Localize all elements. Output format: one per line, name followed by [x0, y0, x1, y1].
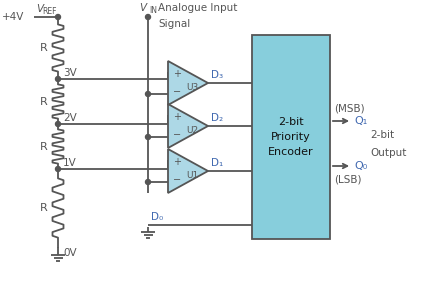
Circle shape: [55, 166, 60, 172]
Text: 2-bit
Priority
Encoder: 2-bit Priority Encoder: [268, 117, 314, 157]
Text: D₁: D₁: [211, 158, 223, 168]
Text: 1V: 1V: [63, 158, 77, 168]
Circle shape: [55, 122, 60, 126]
Text: Q₀: Q₀: [354, 161, 367, 171]
Text: U2: U2: [186, 126, 198, 134]
Text: V: V: [36, 4, 43, 14]
Text: −: −: [173, 130, 181, 140]
Text: +: +: [173, 112, 181, 122]
Polygon shape: [168, 104, 208, 148]
Text: R: R: [40, 203, 48, 213]
Circle shape: [145, 180, 151, 185]
Text: Signal: Signal: [158, 19, 190, 29]
Text: 0V: 0V: [63, 248, 77, 258]
Text: U1: U1: [186, 170, 198, 180]
Circle shape: [55, 14, 60, 20]
Text: 2-bit: 2-bit: [370, 130, 394, 139]
Circle shape: [145, 14, 151, 20]
Text: −: −: [173, 175, 181, 185]
Text: R: R: [40, 96, 48, 107]
Text: 2V: 2V: [63, 113, 77, 123]
Circle shape: [145, 91, 151, 96]
Text: (LSB): (LSB): [334, 174, 362, 184]
Text: 3V: 3V: [63, 68, 77, 78]
Text: +: +: [173, 69, 181, 79]
Text: D₀: D₀: [151, 212, 163, 222]
Text: +4V: +4V: [2, 12, 24, 22]
FancyBboxPatch shape: [252, 35, 330, 239]
Polygon shape: [168, 149, 208, 193]
Text: REF: REF: [42, 7, 57, 16]
Circle shape: [55, 76, 60, 81]
Text: D₂: D₂: [211, 113, 223, 123]
Text: Output: Output: [370, 147, 406, 157]
Circle shape: [145, 134, 151, 139]
Text: U3: U3: [186, 83, 198, 91]
Text: −: −: [173, 87, 181, 97]
Text: (MSB): (MSB): [334, 103, 365, 113]
Text: IN: IN: [149, 6, 157, 15]
Text: D₃: D₃: [211, 70, 223, 80]
Text: R: R: [40, 43, 48, 53]
Polygon shape: [168, 61, 208, 105]
Text: Analogue Input: Analogue Input: [158, 3, 237, 13]
Text: +: +: [173, 157, 181, 167]
Text: R: R: [40, 142, 48, 151]
Text: Q₁: Q₁: [354, 116, 367, 126]
Text: V: V: [139, 3, 146, 13]
